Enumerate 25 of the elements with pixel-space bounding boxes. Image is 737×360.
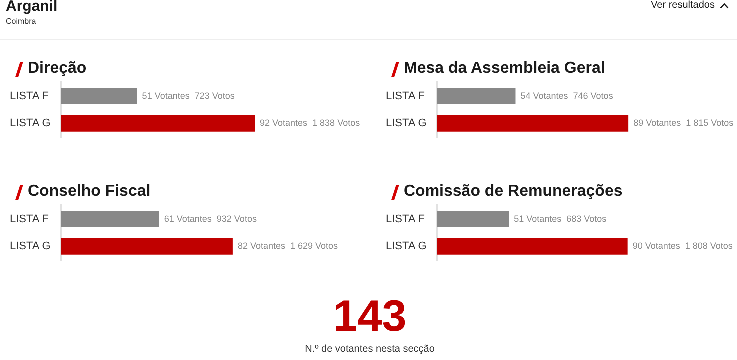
data-label: 51 Votantes 723 Votos (142, 90, 236, 101)
y-tick-label: LISTA G (386, 118, 427, 130)
text: Ver resultados (651, 0, 715, 11)
chart-title: Comissão de Remunerações (404, 183, 623, 201)
data-label: 51 Votantes 683 Votos (514, 214, 608, 224)
data-label: 82 Votantes 1 629 Votos (238, 241, 339, 252)
y-tick-label: LISTA F (386, 90, 426, 102)
chart-title: Mesa da Assembleia Geral (404, 60, 606, 78)
y-tick-label: LISTA F (10, 213, 50, 226)
text: 143 (332, 292, 408, 342)
y-tick-label: LISTA G (10, 240, 51, 253)
chart-title: Conselho Fiscal (28, 183, 151, 201)
text: Coimbra (6, 17, 36, 26)
data-label: 92 Votantes 1 838 Votos (260, 118, 361, 128)
data-label: 61 Votantes 932 Votos (164, 214, 258, 224)
data-label: 90 Votantes 1 808 Votos (632, 241, 734, 252)
text: N.º de votantes nesta secção (304, 344, 436, 355)
chart-title: Direção (28, 60, 87, 78)
y-tick-label: LISTA G (386, 240, 427, 253)
data-label: 54 Votantes 746 Votos (520, 90, 614, 101)
data-label: 89 Votantes 1 815 Votos (634, 118, 734, 128)
y-tick-label: LISTA F (386, 213, 426, 226)
y-tick-label: LISTA G (10, 118, 51, 130)
text: Arganil (6, 0, 58, 15)
y-tick-label: LISTA F (10, 90, 50, 102)
